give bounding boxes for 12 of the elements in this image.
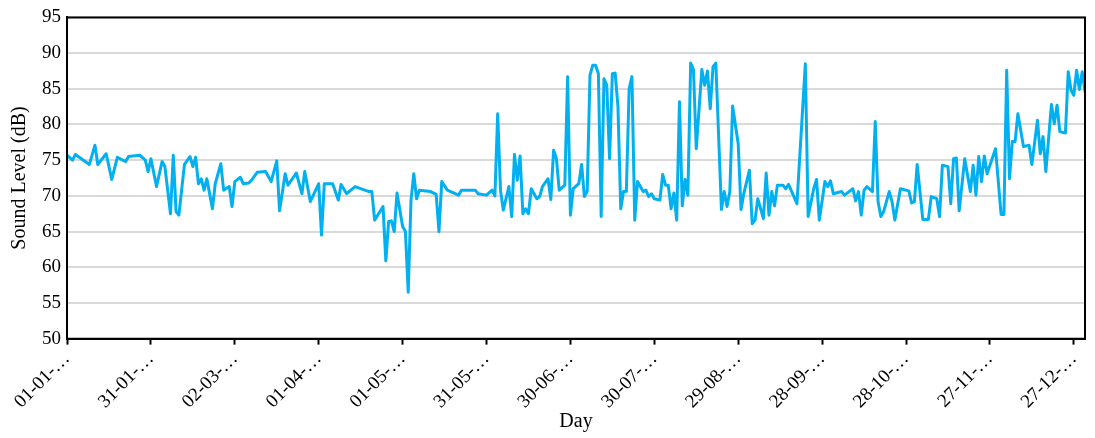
y-tick-label: 50 bbox=[42, 326, 61, 348]
y-tick-label: 85 bbox=[42, 76, 61, 98]
y-tick-label: 75 bbox=[42, 148, 61, 170]
y-tick-label: 90 bbox=[42, 41, 61, 63]
y-tick-label: 65 bbox=[42, 219, 61, 241]
y-tick-label: 95 bbox=[42, 5, 61, 27]
y-tick-label: 55 bbox=[42, 290, 61, 312]
y-axis-title: Sound Level (dB) bbox=[7, 106, 31, 250]
y-tick-label: 80 bbox=[42, 112, 61, 134]
x-axis-title: Day bbox=[559, 409, 593, 433]
y-tick-label: 60 bbox=[42, 255, 61, 277]
y-tick-label: 70 bbox=[42, 183, 61, 205]
